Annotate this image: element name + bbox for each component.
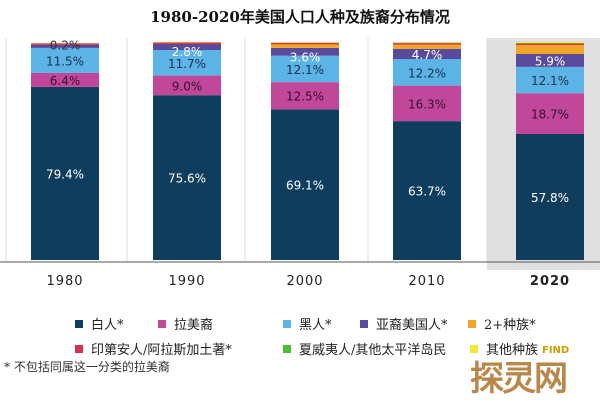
bar-segment — [31, 47, 99, 73]
legend-item: 亚裔美国人* — [360, 314, 448, 333]
legend-label: 黑人* — [299, 318, 332, 333]
bar-segment — [271, 44, 339, 48]
data-label: 5.9% — [535, 54, 566, 68]
legend-item: 白人* — [75, 314, 124, 333]
x-tick-label: 2000 — [286, 274, 323, 289]
x-tick-label: 1980 — [46, 274, 83, 289]
data-label: 11.7% — [168, 57, 206, 71]
bar-segment — [516, 43, 584, 46]
legend-swatch — [468, 319, 476, 328]
data-label: 11.5% — [46, 54, 84, 68]
legend-swatch — [75, 344, 83, 353]
data-label: 69.1% — [286, 179, 324, 193]
bar-segment — [516, 42, 584, 44]
legend-label: 印第安人/阿拉斯加土著* — [91, 343, 232, 358]
data-label: 0.2% — [50, 38, 81, 52]
bar-segment — [153, 95, 221, 260]
data-label: 12.1% — [286, 63, 324, 77]
legend-swatch — [75, 319, 83, 328]
legend-item: 黑人* — [283, 314, 332, 333]
bar-segment — [393, 43, 461, 45]
data-label: 75.6% — [168, 172, 206, 186]
data-label: 57.8% — [531, 191, 569, 205]
legend-swatch — [283, 344, 291, 353]
bar-segment — [31, 44, 99, 48]
legend-label: 亚裔美国人* — [376, 318, 448, 333]
bar-segment — [31, 72, 99, 87]
legend-swatch — [360, 319, 368, 328]
bar-segment — [516, 66, 584, 94]
bar-segment — [393, 59, 461, 86]
bar-segment — [393, 85, 461, 122]
legend-item: 2+种族* — [468, 314, 536, 333]
bar-segment — [153, 42, 221, 44]
bar-segment — [31, 43, 99, 45]
bar-segment — [516, 133, 584, 260]
legend-item: 印第安人/阿拉斯加土著* — [75, 339, 232, 358]
data-label: 18.7% — [531, 108, 569, 122]
bar-segment — [393, 44, 461, 49]
legend-item: 夏威夷人/其他太平洋岛民 — [283, 339, 446, 358]
data-label: 3.6% — [290, 51, 321, 65]
bar-segment — [516, 93, 584, 134]
data-label: 63.7% — [408, 185, 446, 199]
bar-segment — [271, 47, 339, 56]
legend-item: 其他种族 — [470, 339, 538, 358]
bar-segment — [393, 48, 461, 60]
bar-segment — [271, 42, 339, 45]
data-label: 9.0% — [172, 79, 203, 93]
data-label: 12.2% — [408, 66, 446, 80]
data-label: 6.4% — [50, 74, 81, 88]
bar-segment — [516, 53, 584, 67]
data-label: 12.5% — [286, 90, 324, 104]
bar-segment — [393, 121, 461, 260]
legend-label: 其他种族 — [486, 343, 539, 358]
watermark-logo: FIND 探灵网 — [470, 345, 570, 399]
legend-label: 拉美裔 — [174, 318, 214, 333]
stacked-bar-chart: 79.4% 6.4% 11.5% 0.2% 1980 75.6% 9.0% 11.7%2.8%… — [0, 38, 600, 289]
bar-segment — [31, 86, 99, 261]
bar-segment — [271, 82, 339, 110]
x-tick-label: 1990 — [168, 274, 205, 289]
bar-segment — [271, 55, 339, 83]
x-tick-label: 2020 — [530, 274, 570, 289]
bar-segment — [153, 43, 221, 51]
bar-segment — [516, 45, 584, 54]
data-label: 12.1% — [531, 74, 569, 88]
bar-segment — [271, 109, 339, 260]
legend-swatch — [470, 344, 478, 353]
data-label: 16.3% — [408, 97, 446, 111]
legend-label: 夏威夷人/其他太平洋岛民 — [299, 343, 447, 358]
x-tick-label: 2010 — [408, 274, 445, 289]
legend-swatch — [158, 319, 166, 328]
chart-title: 1980-2020年美国人口人种及族裔分布情况 — [150, 8, 450, 26]
bar-segment — [153, 75, 221, 96]
data-label: 79.4% — [46, 167, 84, 181]
footnote: * 不包括同属这一分类的拉美裔 — [4, 360, 170, 374]
bar-segment — [153, 50, 221, 76]
data-label: 4.7% — [412, 48, 443, 62]
legend-swatch — [283, 319, 291, 328]
legend-item: 拉美裔 — [158, 314, 213, 333]
data-label: 2.8% — [172, 45, 203, 59]
legend-label: 2+种族* — [484, 318, 536, 333]
legend-label: 白人* — [91, 318, 124, 333]
